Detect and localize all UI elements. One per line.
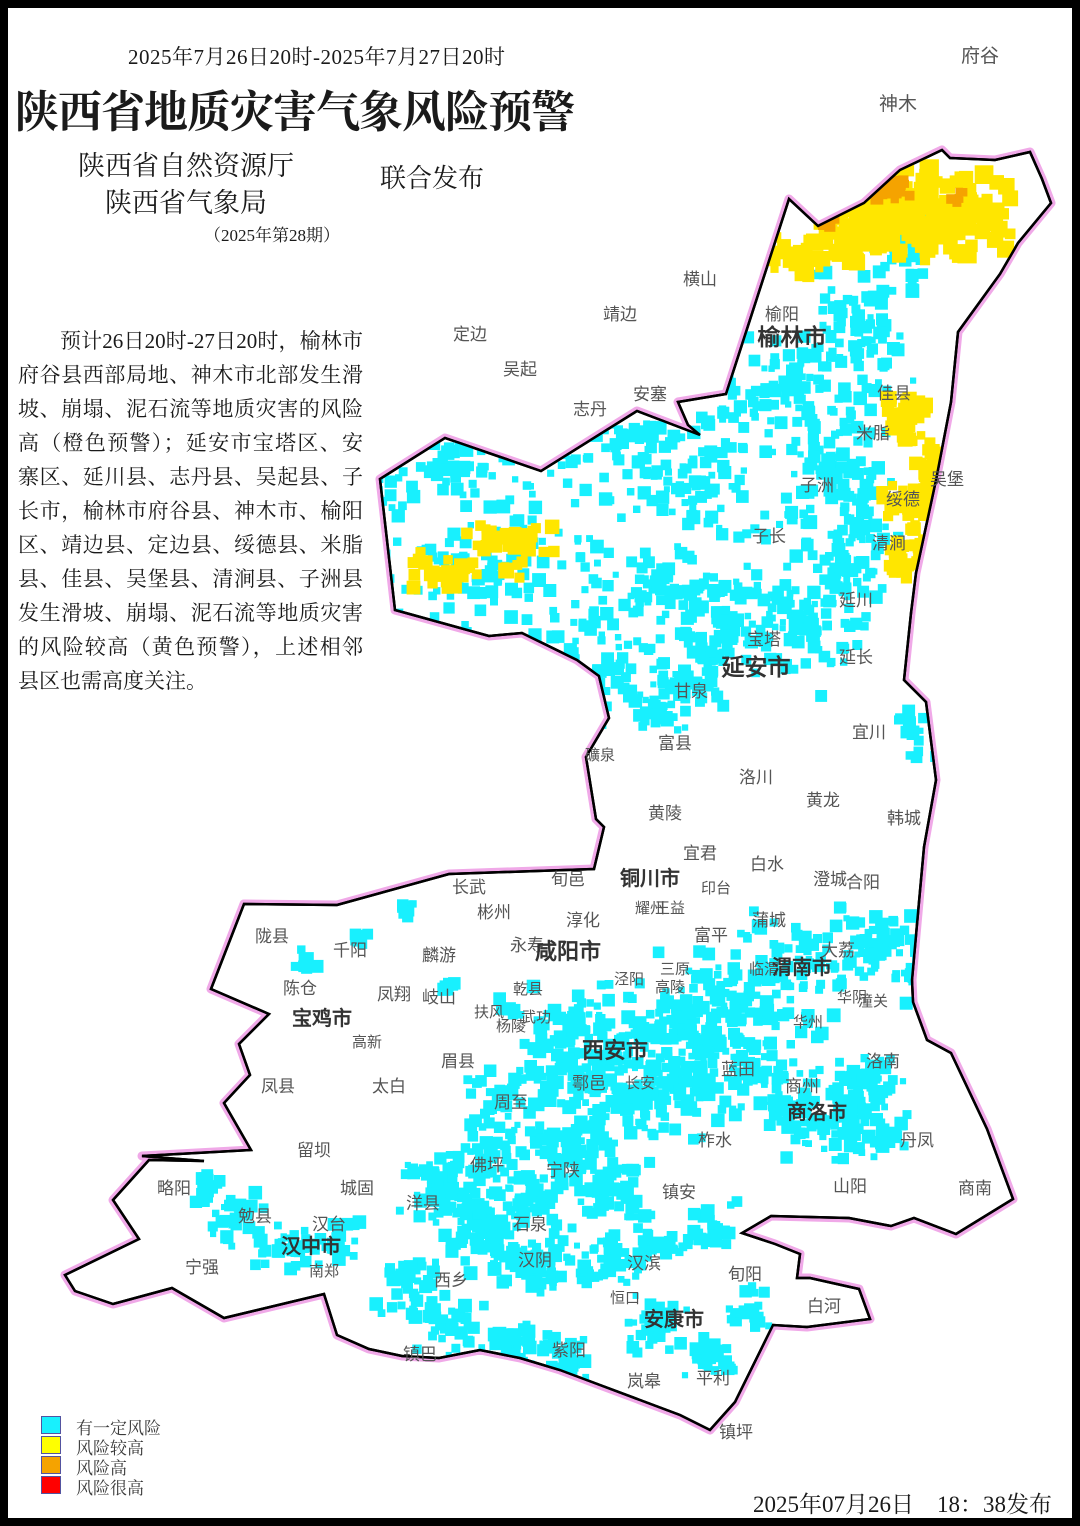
- svg-text:米脂: 米脂: [856, 424, 890, 443]
- svg-text:神木: 神木: [879, 93, 917, 115]
- svg-text:陈仓: 陈仓: [283, 979, 317, 998]
- svg-text:绥德: 绥德: [886, 490, 920, 509]
- svg-text:勉县: 勉县: [238, 1207, 272, 1226]
- svg-text:延长: 延长: [839, 648, 873, 667]
- svg-text:铜川市: 铜川市: [620, 866, 680, 890]
- svg-text:太白: 太白: [372, 1077, 406, 1096]
- svg-text:柞水: 柞水: [698, 1131, 732, 1150]
- svg-text:志丹: 志丹: [573, 400, 607, 419]
- svg-text:宁陕: 宁陕: [546, 1161, 580, 1180]
- svg-text:宝鸡市: 宝鸡市: [292, 1006, 352, 1030]
- svg-text:富平: 富平: [694, 926, 728, 945]
- svg-text:商州: 商州: [785, 1077, 819, 1096]
- svg-text:略阳: 略阳: [157, 1179, 191, 1198]
- svg-text:麟游: 麟游: [422, 946, 456, 965]
- svg-text:靖边: 靖边: [603, 305, 637, 324]
- svg-text:蓝田: 蓝田: [721, 1060, 755, 1079]
- svg-text:洛南: 洛南: [866, 1052, 900, 1071]
- svg-text:彬州: 彬州: [477, 903, 511, 922]
- svg-text:周至: 周至: [494, 1093, 528, 1112]
- svg-text:长安: 长安: [625, 1075, 655, 1092]
- svg-text:子长: 子长: [752, 527, 786, 546]
- svg-text:佛坪: 佛坪: [470, 1156, 504, 1175]
- svg-text:丹凤: 丹凤: [900, 1131, 934, 1150]
- svg-text:紫阳: 紫阳: [552, 1341, 586, 1360]
- svg-text:恒口: 恒口: [610, 1290, 640, 1307]
- svg-text:黄龙: 黄龙: [806, 791, 840, 810]
- svg-text:眉县: 眉县: [441, 1052, 475, 1071]
- svg-text:横山: 横山: [683, 270, 717, 289]
- svg-text:安康市: 安康市: [644, 1307, 704, 1331]
- svg-text:蒲城: 蒲城: [752, 911, 786, 930]
- svg-text:安塞: 安塞: [633, 385, 667, 404]
- svg-text:白水: 白水: [750, 855, 784, 874]
- svg-text:凤翔: 凤翔: [377, 985, 411, 1004]
- svg-text:千阳: 千阳: [333, 941, 367, 960]
- svg-text:合阳: 合阳: [846, 873, 880, 892]
- svg-text:宜君: 宜君: [683, 844, 717, 863]
- svg-text:镇坪: 镇坪: [719, 1423, 753, 1442]
- svg-text:商南: 商南: [958, 1179, 992, 1198]
- svg-text:黄陵: 黄陵: [648, 804, 682, 823]
- svg-text:汉滨: 汉滨: [627, 1254, 661, 1273]
- svg-text:渭南市: 渭南市: [772, 955, 832, 979]
- svg-text:西安市: 西安市: [582, 1038, 648, 1063]
- svg-text:子洲: 子洲: [800, 476, 834, 495]
- svg-text:南郑: 南郑: [309, 1263, 339, 1280]
- svg-text:宜川: 宜川: [852, 723, 886, 742]
- svg-text:旬阳: 旬阳: [728, 1265, 762, 1284]
- svg-text:长武: 长武: [452, 878, 486, 897]
- svg-text:旬邑: 旬邑: [551, 870, 585, 889]
- svg-text:韩城: 韩城: [887, 809, 921, 828]
- svg-text:商洛市: 商洛市: [787, 1100, 847, 1124]
- svg-text:府谷: 府谷: [961, 45, 999, 67]
- svg-text:礦泉: 礦泉: [585, 747, 615, 764]
- svg-text:西乡: 西乡: [434, 1271, 468, 1290]
- svg-text:岐山: 岐山: [422, 988, 456, 1007]
- svg-text:汉阴: 汉阴: [518, 1251, 552, 1270]
- svg-text:三原: 三原: [660, 961, 690, 978]
- svg-text:汉台: 汉台: [312, 1215, 346, 1234]
- svg-text:清涧: 清涧: [872, 534, 906, 553]
- svg-text:陇县: 陇县: [255, 927, 289, 946]
- svg-text:吴起: 吴起: [503, 360, 537, 379]
- svg-text:佳县: 佳县: [877, 384, 911, 403]
- svg-text:乾县: 乾县: [513, 981, 543, 998]
- svg-text:甘泉: 甘泉: [674, 682, 708, 701]
- svg-text:泾阳: 泾阳: [614, 971, 644, 988]
- svg-text:咸阳市: 咸阳市: [535, 939, 601, 964]
- svg-text:洛川: 洛川: [739, 768, 773, 787]
- svg-text:宁强: 宁强: [185, 1258, 219, 1277]
- svg-text:华州: 华州: [793, 1014, 823, 1031]
- svg-text:鄠邑: 鄠邑: [572, 1074, 606, 1093]
- svg-text:杨陵: 杨陵: [496, 1018, 526, 1035]
- svg-text:石泉: 石泉: [513, 1215, 547, 1234]
- svg-text:镇巴: 镇巴: [403, 1345, 437, 1364]
- svg-text:印台: 印台: [701, 880, 731, 897]
- svg-text:潼关: 潼关: [858, 992, 888, 1010]
- svg-text:留坝: 留坝: [297, 1141, 331, 1160]
- svg-text:定边: 定边: [453, 325, 487, 344]
- svg-text:白河: 白河: [807, 1297, 841, 1316]
- svg-text:王益: 王益: [655, 900, 685, 917]
- svg-text:榆阳: 榆阳: [765, 305, 799, 324]
- svg-text:高新: 高新: [352, 1034, 382, 1051]
- svg-text:岚皋: 岚皋: [627, 1372, 661, 1391]
- svg-text:延川: 延川: [839, 591, 873, 610]
- svg-text:洋县: 洋县: [406, 1194, 440, 1213]
- svg-text:宝塔: 宝塔: [747, 630, 781, 649]
- svg-text:富县: 富县: [658, 734, 692, 753]
- svg-text:山阳: 山阳: [833, 1177, 867, 1196]
- svg-text:凤县: 凤县: [261, 1077, 295, 1096]
- svg-text:平利: 平利: [696, 1369, 730, 1388]
- svg-text:镇安: 镇安: [662, 1183, 696, 1202]
- svg-text:吴堡: 吴堡: [930, 470, 964, 489]
- svg-text:汉中市: 汉中市: [281, 1234, 341, 1258]
- svg-text:澄城: 澄城: [813, 870, 847, 889]
- svg-text:城固: 城固: [340, 1179, 374, 1198]
- svg-text:延安市: 延安市: [721, 654, 791, 680]
- svg-text:淳化: 淳化: [566, 911, 600, 930]
- svg-text:高陵: 高陵: [655, 979, 685, 996]
- svg-text:榆林市: 榆林市: [758, 324, 827, 350]
